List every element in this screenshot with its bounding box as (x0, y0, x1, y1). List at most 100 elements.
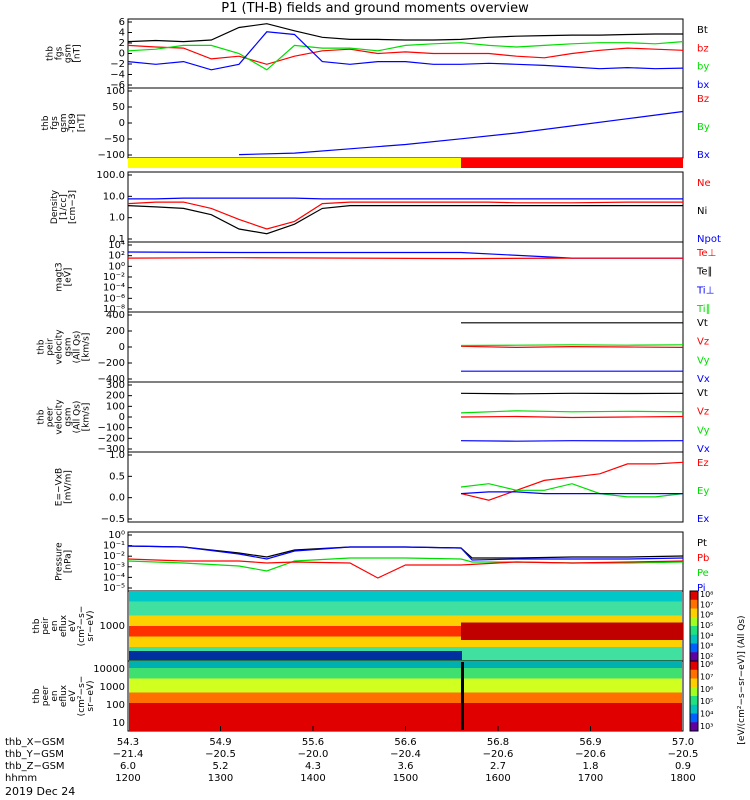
peer_en-colorbar: 10⁸ 10⁷ 10⁶ 10⁵ 10⁴ 10³ (689, 660, 713, 732)
temperature-series-ti (127, 251, 683, 259)
fgs-ylabel-line: thb (46, 46, 56, 61)
pressure-legend-item: Pe (697, 568, 709, 579)
peir_en-colorbar-tick: 10⁷ (700, 600, 713, 609)
peer_en-ylabel-line: (cm²−s− (77, 676, 87, 717)
fgs-ylabel: thb fgs gsm [nT] (46, 44, 83, 63)
peer_en-colorbar-step (690, 678, 698, 688)
x-tick-value: −20.4 (390, 749, 421, 760)
peer_en-colorbar-tick: 10⁷ (700, 672, 713, 681)
colorbar-label: [eV/(cm²−s−sr−eV)] (All Qs) (737, 615, 747, 744)
fgs_t89-ylabel-line: [nT] (77, 114, 87, 132)
peer_vel-series-vy (460, 410, 684, 414)
temperature-ytick: 10⁴ (108, 240, 125, 251)
peir_en-colorbar-step (690, 643, 698, 653)
efield-series-ez (460, 461, 684, 501)
peer_en-ytick: 1000 (100, 682, 125, 693)
peir_vel-legend-item: Vz (697, 337, 709, 348)
pressure-series-pi (127, 545, 684, 561)
x-tick-value: 6.0 (120, 761, 136, 772)
peir_vel-ylabel-line: gsm (64, 337, 74, 356)
fgs-legend-item: bz (697, 43, 709, 54)
peer_en-band (129, 692, 682, 703)
fgs-series-by (127, 41, 684, 71)
fgs-series-bx (127, 31, 684, 71)
peer_vel-legend-item: Vx (697, 444, 710, 455)
mode-bar-segment (461, 158, 683, 168)
fgs-series-bz (127, 44, 684, 65)
x-tick-value: −20.0 (298, 749, 329, 760)
x-tick-value: 1200 (115, 773, 140, 784)
peir_vel-ylabel-line: (All Qs) (73, 331, 83, 364)
peer_vel-ylabel-line: gsm (64, 407, 74, 426)
x-tick-value: 55.6 (302, 737, 324, 748)
pressure-ylabel-line: [nPa] (64, 550, 74, 573)
peer_vel-ylabel-line: [km/s] (82, 403, 92, 432)
peer_vel-ylabel-line: (All Qs) (73, 401, 83, 434)
x-tick-value: 56.6 (394, 737, 416, 748)
peir_en-colorbar-step (690, 626, 698, 636)
peir_en-band (461, 622, 683, 640)
peer_vel-series-vt (460, 392, 684, 395)
peir_vel-ylabel-line: velocity (55, 329, 65, 365)
efield-frame (127, 451, 684, 523)
fgs_t89-legend-item: Bx (697, 150, 710, 161)
peir_en-colorbar-step (690, 617, 698, 627)
peer_vel-ytick: −300 (98, 444, 125, 455)
temperature-ylabel-line: [eV] (64, 268, 74, 287)
x-tick-value: 54.3 (117, 737, 139, 748)
fgs-ylabel-line: fgs (55, 46, 65, 60)
peer_en-colorbar-step (690, 687, 698, 697)
peer_vel-ylabel-line: velocity (55, 399, 65, 435)
fgs-legend-item: bx (697, 80, 709, 91)
peer_en-ytick: 10 (112, 718, 125, 729)
efield-legend-item: Ex (697, 514, 709, 525)
temperature-ytick: 10² (108, 251, 125, 262)
peir_en-colorbar-step (690, 652, 698, 662)
x-tick-value: 56.9 (579, 737, 601, 748)
fgs_t89-ytick: −50 (104, 134, 125, 145)
x-tick-value: 54.9 (209, 737, 231, 748)
peir_en-band (129, 651, 462, 660)
peir_en-band (129, 626, 682, 637)
efield-ytick: 0.5 (109, 471, 125, 482)
peer_vel-ytick: 100 (106, 401, 125, 412)
peir_vel-ylabel-line: [km/s] (82, 333, 92, 362)
pressure-ytick: 10⁻⁵ (103, 583, 125, 594)
temperature-legend-item: Te⊥ (696, 248, 716, 259)
peir_vel-ytick: 200 (106, 326, 125, 337)
peir_en-colorbar-tick: 10⁵ (700, 621, 713, 630)
peer_vel-ylabel-line: peer (46, 406, 56, 427)
peer_vel-ylabel-line: thb (37, 409, 47, 424)
temperature-legend-item: Ti⊥ (696, 285, 714, 296)
temperature-ytick: 10⁻⁸ (103, 304, 125, 315)
x-tick-value: 57.0 (672, 737, 694, 748)
efield-series-ey (460, 483, 684, 498)
peer_en-spectrogram (129, 661, 682, 731)
peir_en-band (129, 601, 682, 616)
density-frame (127, 171, 684, 243)
peer_vel-legend-item: Vy (697, 425, 710, 436)
x-tick-value: 1.8 (583, 761, 599, 772)
peer_vel-ytick: −200 (98, 433, 125, 444)
peer_vel-legend-item: Vt (697, 388, 708, 399)
x-tick-value: 1400 (300, 773, 325, 784)
peer_en-ylabel: thb peer en eflux eV (cm²−s− sr−eV) (32, 676, 96, 717)
peir_en-ytick: 1000 (100, 621, 125, 632)
peir_en-colorbar-tick: 10⁸ (700, 590, 713, 599)
density-ytick: 0.1 (109, 234, 125, 245)
density-series-ni (127, 205, 683, 235)
density-ylabel-line: [1/cc] (59, 194, 69, 220)
pressure-ytick: 10⁻³ (103, 562, 125, 573)
peer_en-colorbar-tick: 10⁵ (700, 697, 713, 706)
peer_en-ylabel-line: eflux (59, 684, 69, 707)
peer_en-colorbar-frame (689, 660, 699, 732)
pressure-ytick: 10⁻¹ (103, 541, 125, 552)
peer_en-ytick: 100 (106, 700, 125, 711)
peer_vel-ytick: −100 (98, 423, 125, 434)
peir_en-colorbar-step (690, 634, 698, 644)
peir_en-ylabel-line: (cm²−s− (77, 606, 87, 647)
x-tick-value: 1800 (670, 773, 695, 784)
peir_en-ylabel-line: peir (41, 617, 51, 635)
peer_en-gap (461, 662, 464, 730)
